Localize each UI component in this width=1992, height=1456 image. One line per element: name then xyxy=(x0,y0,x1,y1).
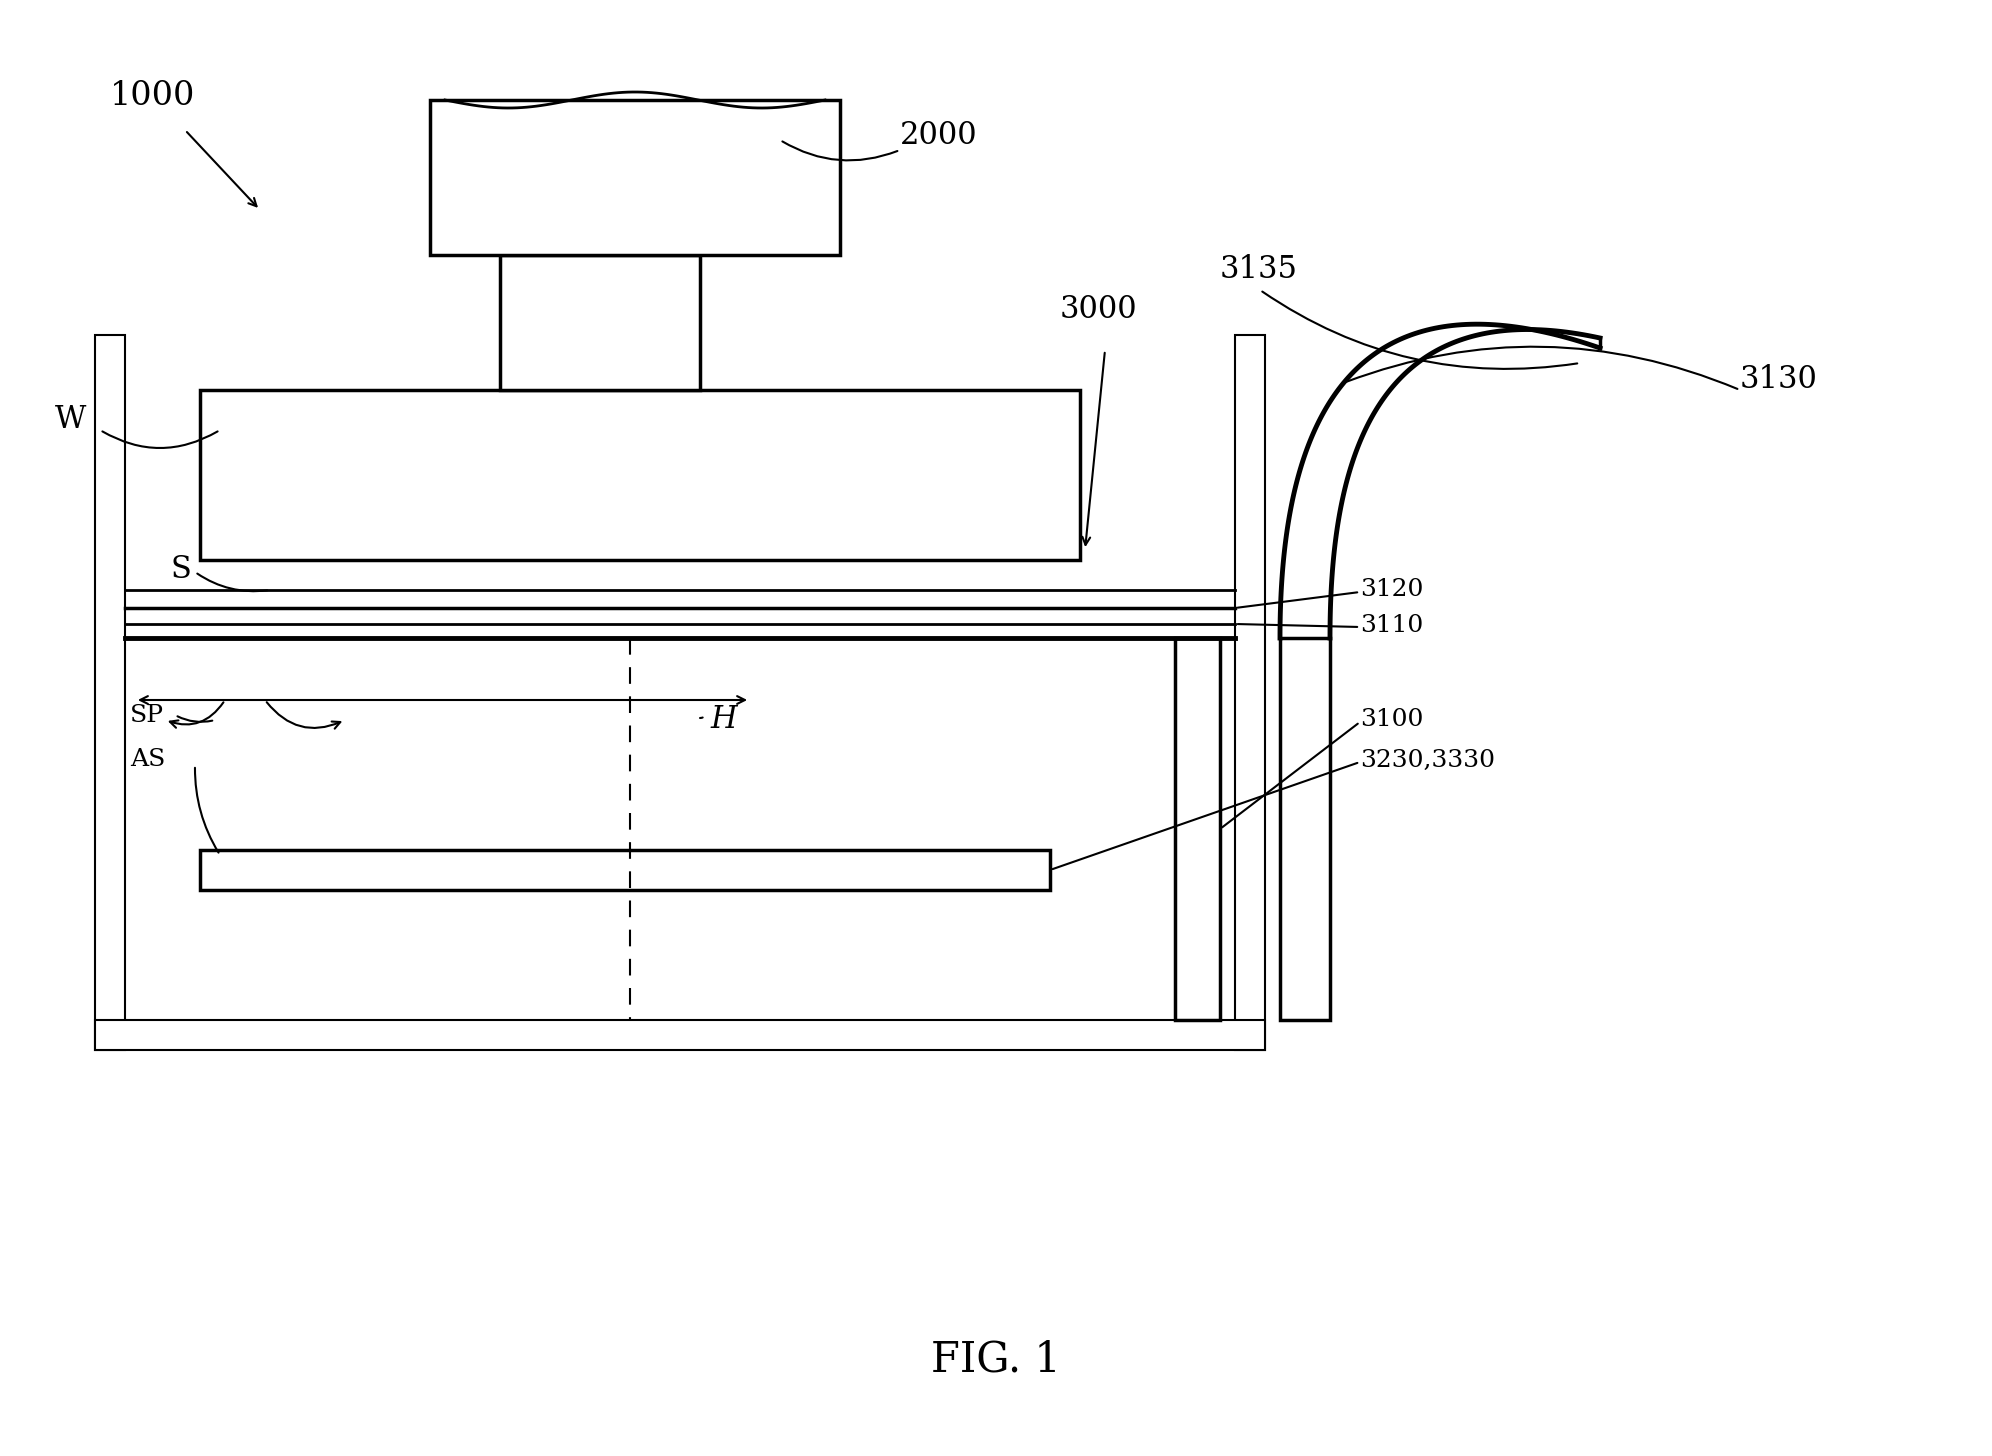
Text: 3000: 3000 xyxy=(1060,294,1137,326)
Bar xyxy=(96,1021,1265,1050)
Bar xyxy=(199,850,1050,890)
Text: H: H xyxy=(709,705,737,735)
Text: 2000: 2000 xyxy=(900,119,978,151)
Bar xyxy=(430,100,841,255)
Bar xyxy=(96,335,125,1050)
Text: 3110: 3110 xyxy=(1361,613,1422,636)
Text: 3130: 3130 xyxy=(1739,364,1819,396)
Bar xyxy=(199,390,1080,561)
Text: S: S xyxy=(169,555,191,585)
Text: 1000: 1000 xyxy=(110,80,195,112)
Text: 3120: 3120 xyxy=(1361,578,1424,601)
Bar xyxy=(1175,638,1219,1021)
Text: FIG. 1: FIG. 1 xyxy=(930,1340,1062,1380)
Bar xyxy=(1235,335,1265,1050)
Bar xyxy=(500,255,699,390)
Text: 3230,3330: 3230,3330 xyxy=(1361,748,1496,772)
Text: AS: AS xyxy=(129,748,165,772)
Text: W: W xyxy=(56,405,86,435)
Text: 3100: 3100 xyxy=(1361,709,1424,731)
Bar xyxy=(1281,638,1331,1021)
Text: SP: SP xyxy=(129,703,163,727)
Text: 3135: 3135 xyxy=(1219,255,1299,285)
